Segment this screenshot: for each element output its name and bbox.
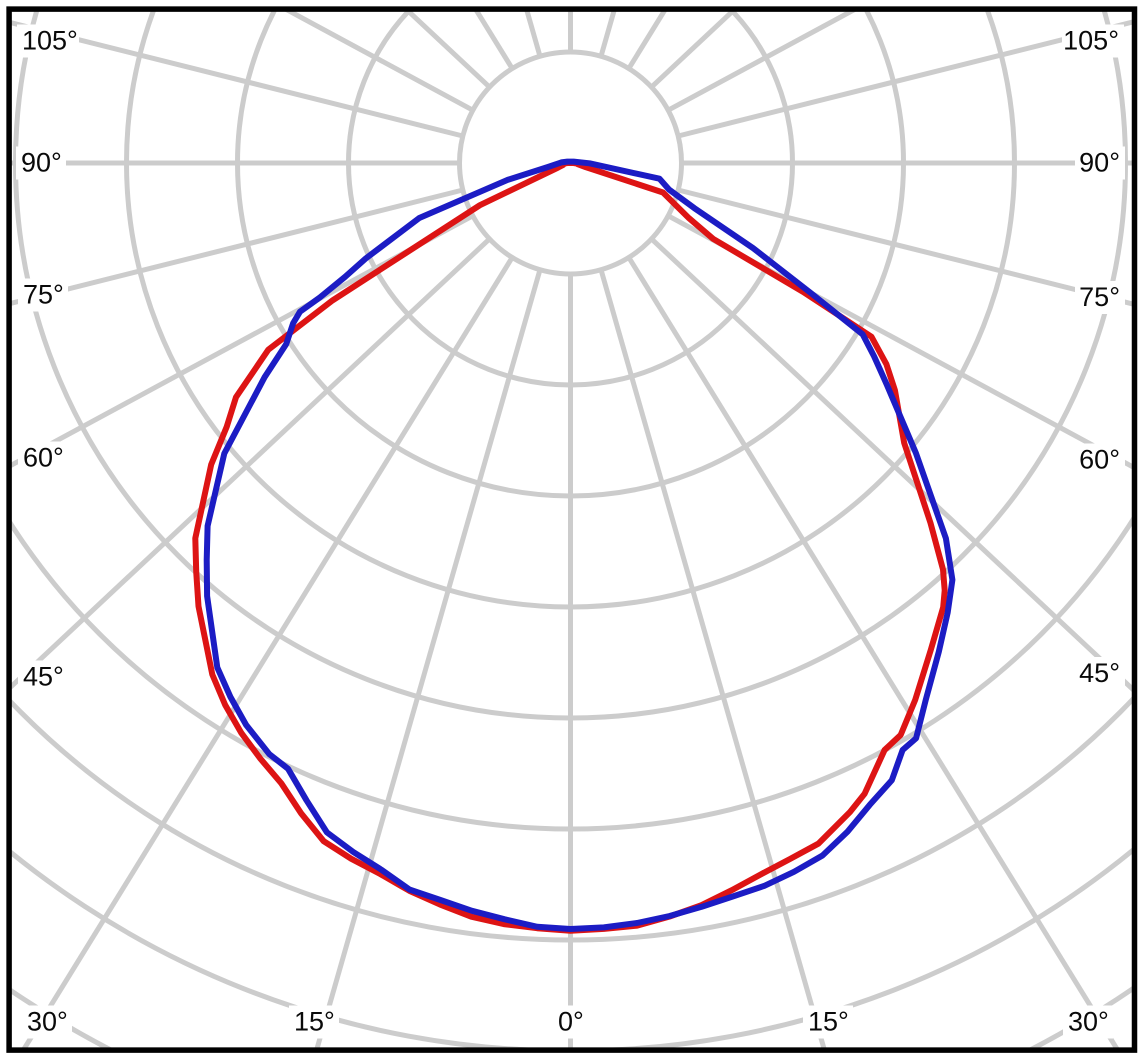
svg-text:90°: 90° bbox=[1079, 148, 1120, 178]
svg-text:75°: 75° bbox=[1079, 282, 1120, 312]
svg-text:90°: 90° bbox=[21, 148, 62, 178]
svg-text:45°: 45° bbox=[1079, 658, 1120, 688]
svg-text:105°: 105° bbox=[1063, 26, 1119, 56]
svg-text:15°: 15° bbox=[808, 1007, 849, 1037]
svg-text:45°: 45° bbox=[23, 662, 64, 692]
svg-text:60°: 60° bbox=[1079, 445, 1120, 475]
svg-text:105°: 105° bbox=[22, 26, 78, 56]
svg-text:60°: 60° bbox=[23, 443, 64, 473]
svg-text:30°: 30° bbox=[27, 1007, 68, 1037]
svg-text:30°: 30° bbox=[1068, 1007, 1109, 1037]
svg-text:75°: 75° bbox=[23, 280, 64, 310]
svg-text:0°: 0° bbox=[558, 1007, 584, 1037]
svg-text:15°: 15° bbox=[294, 1007, 335, 1037]
